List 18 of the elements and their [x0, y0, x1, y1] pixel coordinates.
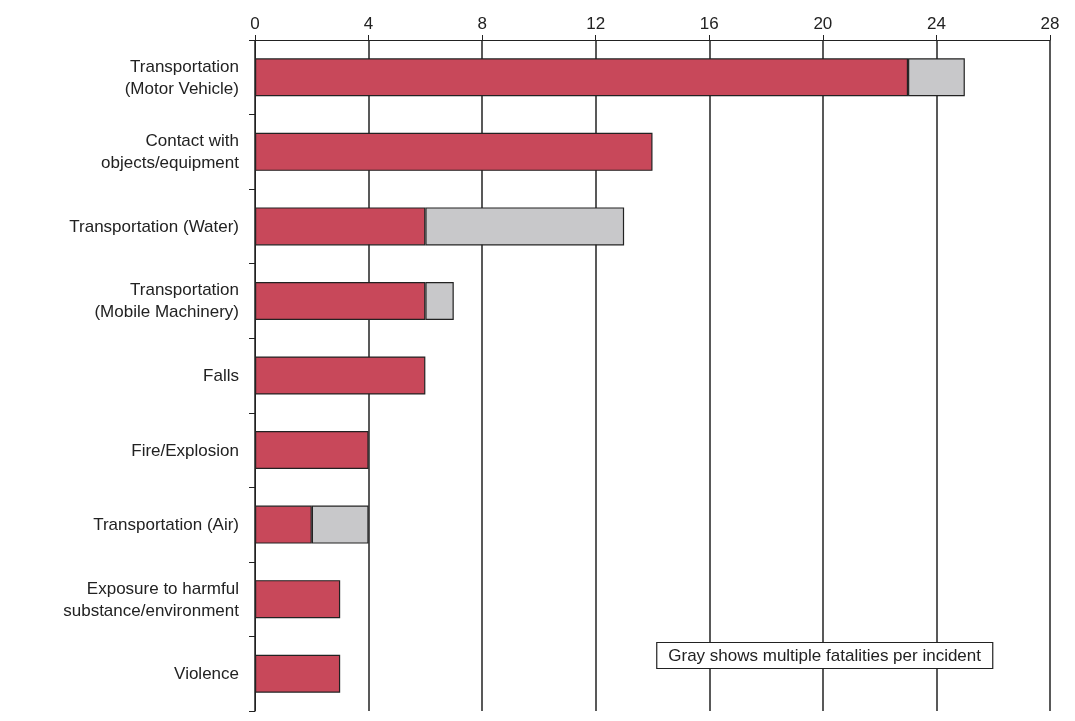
- x-tick-label: 12: [586, 14, 606, 33]
- y-tick-label: Transportation (Water): [69, 216, 239, 236]
- y-tick-label: Contact with objects/equipment: [101, 131, 240, 173]
- y-tick-label: Fire/Explosion: [131, 440, 239, 460]
- x-tick-label: 8: [477, 14, 487, 33]
- y-tick-label: Transportation (Mobile Machinery): [94, 280, 239, 322]
- x-tick-label: 20: [813, 14, 833, 33]
- x-tick-label: 24: [926, 14, 946, 33]
- annotation: Gray shows multiple fatalities per incident: [668, 646, 982, 665]
- y-tick-label: Exposure to harmful substance/environment: [63, 578, 240, 620]
- x-tick-label: 4: [363, 14, 374, 33]
- x-tick-label: 28: [1040, 14, 1060, 33]
- y-tick-label: Transportation (Air): [93, 515, 239, 535]
- y-tick-label: Falls: [203, 366, 239, 385]
- y-tick-label: Violence: [174, 664, 239, 684]
- x-tick-label: 0: [250, 14, 260, 33]
- x-tick-label: 16: [699, 14, 719, 33]
- y-tick-label: Transportation (Motor Vehicle): [124, 56, 239, 98]
